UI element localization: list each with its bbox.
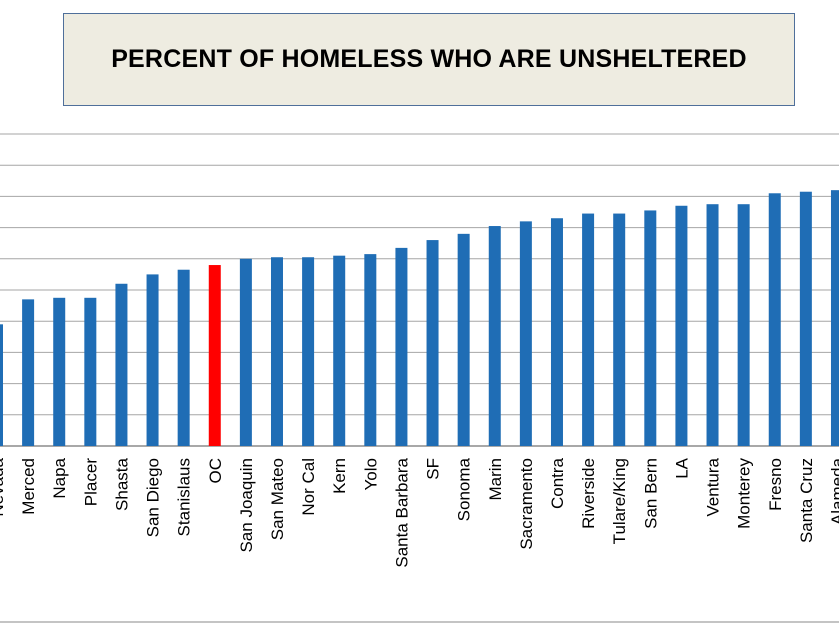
bar-kern xyxy=(333,255,346,446)
x-tick-label: Ventura xyxy=(704,457,723,516)
bar-shasta xyxy=(115,283,128,446)
x-tick-label: San Mateo xyxy=(268,458,287,540)
x-tick-label: Nor Cal xyxy=(299,458,318,516)
bar-santa-barbara xyxy=(395,247,408,446)
bar-ventura xyxy=(706,204,719,446)
bar-monterey xyxy=(737,204,750,446)
x-tick-label: Sonoma xyxy=(455,457,474,521)
bar-santa-cruz xyxy=(799,191,812,446)
x-tick-label: Tulare/King xyxy=(610,458,629,544)
x-tick-label: Marin xyxy=(486,458,505,501)
x-tick-label: SF xyxy=(424,458,443,480)
x-tick-label: San Diego xyxy=(144,458,163,537)
bars xyxy=(0,190,839,446)
x-tick-label: Napa xyxy=(50,457,69,498)
bar-fresno xyxy=(768,193,781,446)
bar-marin xyxy=(488,226,501,446)
x-tick-label: Riverside xyxy=(579,458,598,529)
x-tick-label: Santa Barbara xyxy=(392,457,411,567)
x-tick-label: Alameda xyxy=(828,457,839,525)
x-tick-label: Santa Cruz xyxy=(797,458,816,543)
x-tick-label: Merced xyxy=(19,458,38,515)
bar-san-joaquin xyxy=(239,258,252,446)
x-tick-label: Contra xyxy=(548,457,567,509)
bar-san-mateo xyxy=(270,257,283,446)
bar-riverside xyxy=(582,213,595,446)
x-tick-label: Kern xyxy=(330,458,349,494)
x-tick-label: Yolo xyxy=(361,458,380,490)
x-tick-label: San Bern xyxy=(641,458,660,529)
chart-title: PERCENT OF HOMELESS WHO ARE UNSHELTERED xyxy=(111,45,747,73)
x-tick-label: OC xyxy=(206,458,225,484)
bar-san-bern xyxy=(644,210,657,446)
bar-alameda xyxy=(830,190,839,446)
bar-tulare-king xyxy=(613,213,626,446)
bar-nor-cal xyxy=(302,257,315,446)
x-tick-label: Placer xyxy=(81,458,100,507)
x-tick-label: Monterey xyxy=(735,458,754,529)
bar-san-diego xyxy=(146,274,159,446)
bar-stanislaus xyxy=(177,269,190,446)
x-tick-label: Nevada xyxy=(0,457,7,516)
bar-merced xyxy=(22,299,35,446)
x-tick-label: San Joaquin xyxy=(237,458,256,553)
bar-sonoma xyxy=(457,233,470,446)
chart-title-box: PERCENT OF HOMELESS WHO ARE UNSHELTERED xyxy=(63,13,795,106)
bar-sf xyxy=(426,240,439,446)
gridlines xyxy=(0,133,839,447)
x-tick-label: Shasta xyxy=(112,457,131,510)
x-axis-tick-labels: Nevada Merced Napa Placer Shasta San Diego Sta… xyxy=(0,457,839,567)
x-tick-label: Fresno xyxy=(766,458,785,511)
bar-yolo xyxy=(364,254,377,446)
bar-placer xyxy=(84,297,97,446)
bar-la xyxy=(675,205,688,446)
x-tick-label: Stanislaus xyxy=(175,458,194,536)
bar-napa xyxy=(53,297,66,446)
x-tick-label: LA xyxy=(672,457,691,478)
x-tick-label: Sacramento xyxy=(517,458,536,550)
bar-nevada xyxy=(0,324,3,446)
bar-oc xyxy=(208,265,221,446)
bar-contra xyxy=(550,218,563,446)
bar-sacramento xyxy=(519,221,532,446)
